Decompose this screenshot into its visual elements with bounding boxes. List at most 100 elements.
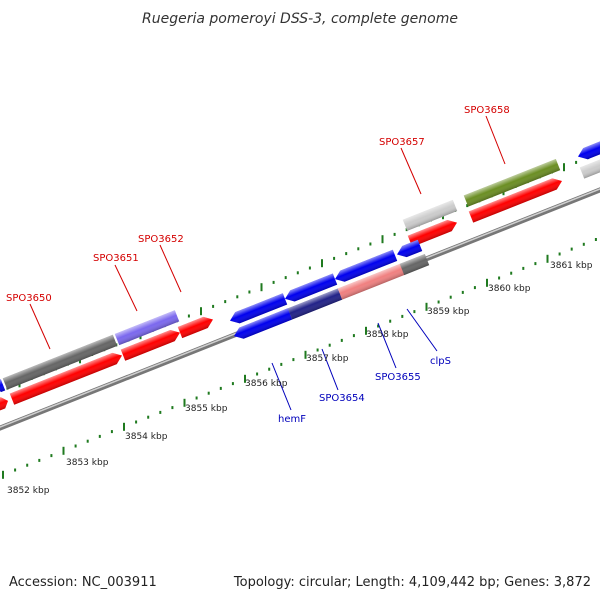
minor-tick [212,304,215,308]
gene-reverse-blue-3[interactable] [333,249,398,285]
label-spo3650: SPO3650 [6,293,52,304]
minor-tick [195,396,198,400]
major-tick [321,259,323,268]
gene-right-edge-gray[interactable] [579,158,600,179]
gene-spo3654[interactable] [287,288,343,320]
minor-tick [333,256,336,260]
major-tick [244,374,246,383]
minor-tick [187,314,190,318]
minor-tick [340,338,343,342]
gene-forward-red-4-shade [468,178,563,223]
minor-tick [369,242,372,246]
gene-left-edge-blue[interactable] [0,379,6,393]
label-spo3652: SPO3652 [138,234,184,245]
gene-forward-red-1[interactable] [9,350,124,405]
major-tick [200,307,202,316]
gene-reverse-blue-2[interactable] [283,273,338,304]
gene-forward-red-1-shade [9,352,123,405]
gene-forward-red-3-shade [407,220,458,247]
label-spo3654: SPO3654 [319,393,365,404]
minor-tick [558,252,561,256]
gene-spo3654-shade [287,288,343,320]
gene-hemf[interactable] [232,308,293,341]
minor-tick [296,271,299,275]
minor-tick [207,391,210,395]
kbp-label: 3852 kbp [7,486,50,496]
labels: 3852 kbp 3853 kbp 3854 kbp 3855 kbp 3856 kbp… [6,105,593,496]
minor-tick [50,454,53,458]
gene-reverse-blue-1[interactable] [228,293,288,326]
minor-tick [14,468,17,472]
minor-tick [219,386,222,390]
minor-tick [236,295,239,299]
gene-spo3655[interactable] [337,263,406,300]
minor-tick [110,430,113,434]
major-tick [563,163,565,172]
major-tick [486,278,488,287]
kbp-label: 3853 kbp [66,458,109,468]
minor-tick [352,334,355,338]
gene-spo3650[interactable] [2,334,118,390]
accession-text: Accession: NC_003911 [9,575,157,590]
minor-tick [284,276,287,280]
gene-spo3652-shade [177,316,214,339]
gene-hemf-shade [234,308,293,339]
kbp-label: 3857 kbp [306,354,349,364]
minor-tick [522,266,525,270]
gene-right-edge-blue[interactable] [576,139,600,162]
major-tick [183,398,186,407]
label-pointer-line [159,244,182,293]
minor-tick [328,343,331,347]
minor-tick [171,406,174,410]
gene-forward-red-2-shade [120,329,181,361]
minor-tick [38,458,41,462]
gene-spo3650-shade [2,334,118,390]
kbp-label: 3860 kbp [488,284,531,294]
gene-spo3651[interactable] [114,310,180,346]
minor-tick [594,238,597,241]
label-pointer-line [271,362,292,411]
gene-right-edge-gray-shade [579,158,600,179]
gene-reverse-blue-2-shade [285,273,338,302]
label-pointer-line [485,115,506,165]
kbp-label: 3854 kbp [125,432,168,442]
major-tick [365,326,367,335]
gene-right-edge-blue-shade [578,139,600,160]
minor-tick [159,410,162,414]
minor-tick [461,290,464,294]
label-spo3655: SPO3655 [375,372,421,383]
minor-tick [510,271,513,275]
minor-tick [248,290,251,294]
label-clps: clpS [430,356,451,367]
gene-forward-red-2[interactable] [120,327,182,361]
major-tick [381,235,384,244]
minor-tick [449,295,452,299]
gene-spo3658-shade [463,159,561,207]
minor-tick [570,247,573,251]
minor-tick [582,242,585,246]
gene-spo3657[interactable] [402,199,458,231]
gene-reverse-blue-1-shade [230,293,288,324]
gene-forward-red-3[interactable] [407,217,459,247]
label-pointer-line [400,147,422,195]
kbp-label: 3861 kbp [550,261,593,271]
gene-spo3655-shade [337,263,406,300]
label-pointer-line [114,264,138,312]
map-title: Ruegeria pomeroyi DSS-3, complete genome [142,11,458,27]
major-tick [304,350,307,359]
minor-tick [401,314,404,318]
gene-reverse-blue-4[interactable] [395,239,423,260]
label-pointer-line [377,322,397,369]
gene-left-edge-red[interactable] [0,395,10,411]
major-tick [123,422,125,431]
kbp-label: 3858 kbp [366,330,409,340]
gene-spo3658[interactable] [463,159,561,207]
major-tick [546,254,549,263]
minor-tick [256,372,259,376]
minor-tick [280,362,283,366]
minor-tick [292,358,295,362]
gene-forward-red-4[interactable] [468,175,564,223]
gene-clps[interactable] [399,254,430,276]
gene-spo3652[interactable] [177,314,215,339]
